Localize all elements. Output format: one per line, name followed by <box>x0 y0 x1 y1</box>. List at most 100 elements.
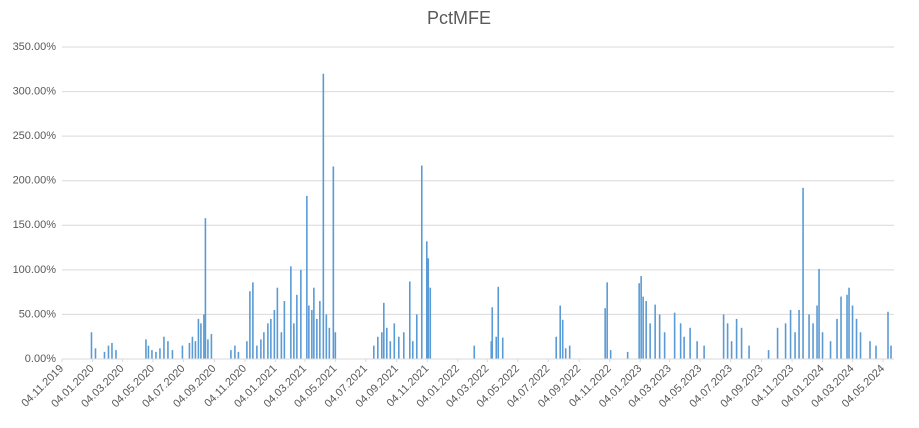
y-tick-label: 100.00% <box>13 264 57 276</box>
bar <box>163 336 165 359</box>
bar <box>748 345 750 359</box>
bar <box>696 341 698 359</box>
bar <box>473 345 476 359</box>
bar <box>322 73 325 359</box>
bar <box>332 166 335 359</box>
bar <box>645 301 647 359</box>
bar <box>495 336 498 359</box>
bar <box>851 305 854 359</box>
bar <box>490 341 493 359</box>
y-tick-label: 50.00% <box>19 308 57 320</box>
bar <box>145 339 147 359</box>
bar <box>784 323 787 359</box>
bar <box>334 332 337 359</box>
bar <box>207 339 209 359</box>
y-tick-label: 200.00% <box>13 175 57 187</box>
y-tick-label: 300.00% <box>13 85 57 97</box>
bar <box>204 218 207 359</box>
y-tick-label: 350.00% <box>13 41 57 53</box>
bar <box>703 345 705 359</box>
bar <box>290 266 292 359</box>
y-tick-label: 0.00% <box>25 353 56 365</box>
bar <box>103 351 106 359</box>
bar <box>640 276 642 359</box>
bar <box>735 318 738 359</box>
bar <box>267 323 269 359</box>
bar <box>501 337 504 359</box>
bar <box>555 336 558 359</box>
bar <box>415 314 418 359</box>
bar <box>280 332 283 359</box>
bar <box>626 351 629 359</box>
bar <box>568 345 571 359</box>
bar <box>256 345 258 359</box>
bar <box>171 350 174 359</box>
bar <box>402 332 405 359</box>
bar <box>111 342 113 359</box>
bar <box>373 345 375 359</box>
bar <box>293 323 295 359</box>
bar <box>663 332 666 359</box>
bar <box>107 345 110 359</box>
y-tick-label: 150.00% <box>13 219 57 231</box>
bar <box>260 339 262 359</box>
bar <box>836 318 838 359</box>
bar <box>427 258 430 359</box>
bar <box>94 348 97 359</box>
bar <box>197 318 200 359</box>
bar <box>420 165 423 359</box>
bar <box>859 332 862 359</box>
bar <box>90 332 93 359</box>
bar <box>237 351 240 359</box>
bar <box>673 312 676 359</box>
bar <box>316 318 318 359</box>
bar <box>816 305 818 359</box>
bar <box>821 332 824 359</box>
bar <box>730 341 733 359</box>
bar <box>270 318 272 359</box>
bar <box>386 327 388 359</box>
bar <box>798 309 800 359</box>
bar <box>300 269 302 359</box>
bar <box>210 334 213 359</box>
bar <box>263 332 265 359</box>
bar <box>658 314 661 359</box>
bar <box>846 294 848 359</box>
bar <box>564 348 567 359</box>
bar <box>194 341 197 359</box>
bar <box>840 296 842 359</box>
bar <box>654 304 656 359</box>
bar <box>188 342 191 359</box>
bar <box>802 187 804 359</box>
bar <box>389 341 392 359</box>
bar <box>306 195 308 359</box>
bar <box>397 336 400 359</box>
bar <box>273 309 276 359</box>
bar <box>159 348 161 359</box>
bar <box>829 341 832 359</box>
bar <box>808 314 810 359</box>
bar <box>561 319 564 359</box>
bar <box>429 287 432 359</box>
bar <box>234 345 236 359</box>
bar <box>311 309 313 359</box>
bar <box>722 314 725 359</box>
bar <box>848 287 850 359</box>
bar <box>203 314 205 359</box>
bar <box>649 323 651 359</box>
bar <box>325 314 328 359</box>
bar <box>383 302 385 359</box>
bar <box>794 332 796 359</box>
bar <box>606 282 608 359</box>
bar <box>276 287 279 359</box>
bar <box>604 308 606 359</box>
bar <box>767 350 770 359</box>
bar <box>151 350 153 359</box>
bar <box>411 341 414 359</box>
bar <box>890 345 892 359</box>
bar <box>609 350 612 359</box>
bar <box>230 350 232 359</box>
bar <box>425 241 428 359</box>
bar <box>319 301 321 359</box>
